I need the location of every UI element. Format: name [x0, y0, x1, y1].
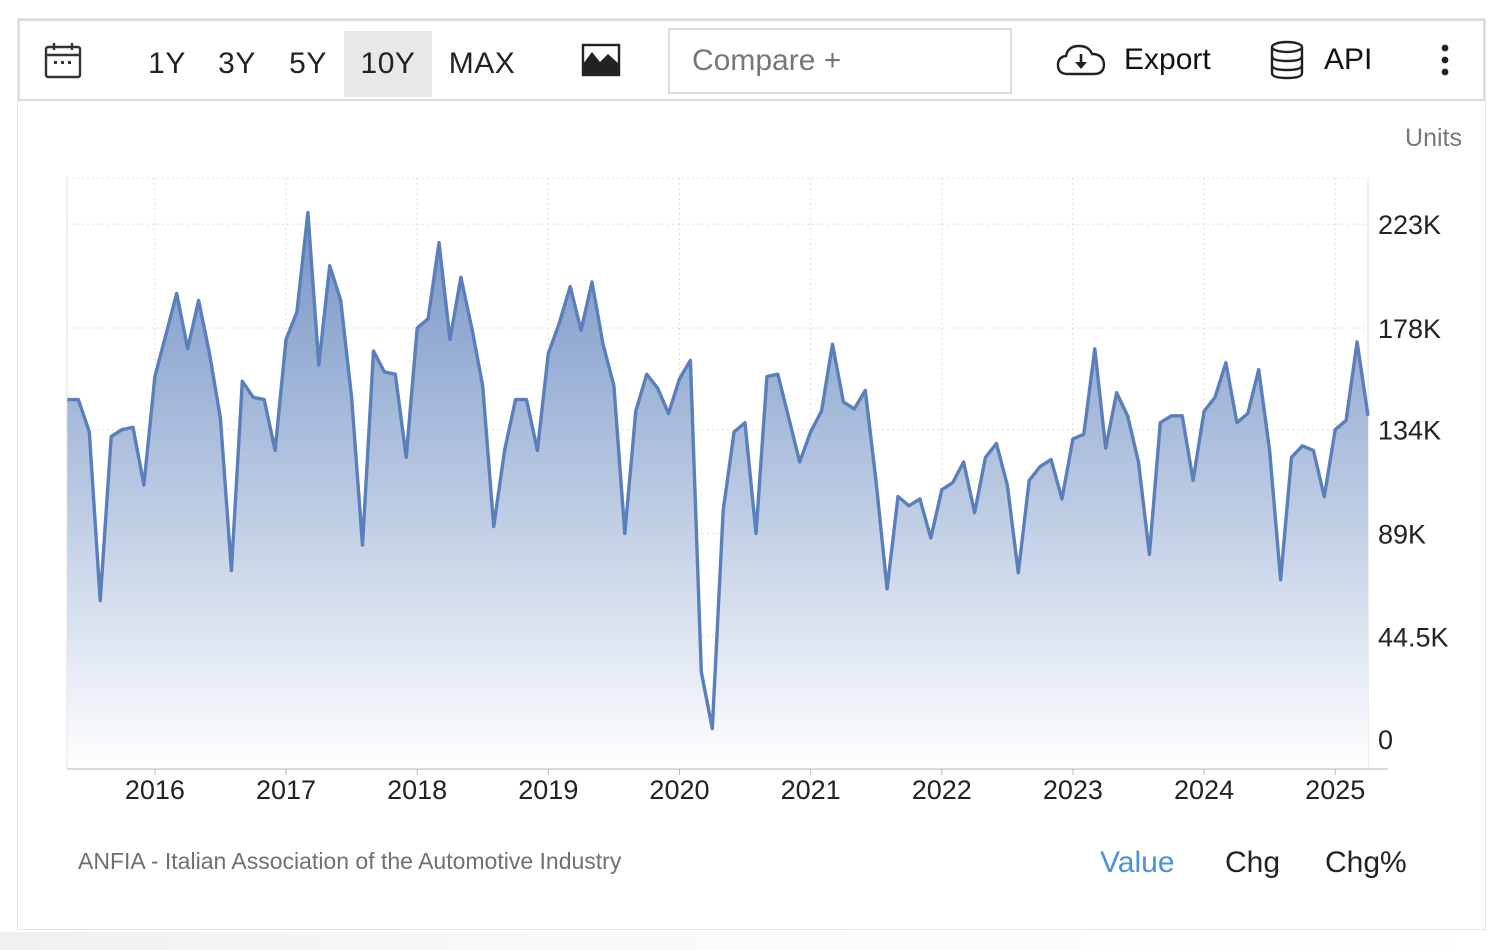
- tab-chg-percent[interactable]: Chg%: [1325, 846, 1407, 879]
- y-tick-label: 44.5K: [1378, 622, 1449, 652]
- tab-chg[interactable]: Chg: [1225, 846, 1281, 879]
- more-vertical-icon: [1441, 44, 1449, 76]
- area-chart-icon: [581, 43, 621, 77]
- x-tick-label: 2016: [125, 775, 185, 805]
- series-line[interactable]: [67, 210, 1370, 731]
- range-10y-button[interactable]: 10Y: [344, 31, 432, 97]
- x-tick-label: 2023: [1043, 775, 1103, 805]
- tab-value[interactable]: Value: [1100, 846, 1175, 879]
- y-tick-label: 223K: [1378, 210, 1441, 240]
- database-icon: [1270, 40, 1304, 80]
- y-tick-label: 0: [1378, 725, 1393, 755]
- y-tick-label: 134K: [1378, 416, 1441, 446]
- series-area: [67, 212, 1368, 770]
- export-button[interactable]: Export: [1056, 21, 1216, 99]
- x-tick-label: 2025: [1305, 775, 1365, 805]
- export-label: Export: [1124, 43, 1211, 76]
- range-1y-button[interactable]: 1Y: [148, 47, 186, 80]
- range-max-button[interactable]: MAX: [448, 47, 516, 80]
- y-tick-label: 89K: [1378, 520, 1426, 550]
- x-tick-label: 2021: [781, 775, 841, 805]
- data-source: ANFIA - Italian Association of the Autom…: [78, 848, 622, 874]
- units-label: Units: [1405, 124, 1462, 152]
- x-tick-label: 2024: [1174, 775, 1234, 805]
- compare-input[interactable]: Compare +: [668, 28, 1012, 94]
- api-label: API: [1324, 43, 1373, 76]
- api-button[interactable]: API: [1270, 21, 1380, 99]
- calendar-icon: [44, 43, 82, 79]
- cloud-download-icon: [1056, 44, 1106, 76]
- y-tick-label: 178K: [1378, 314, 1441, 344]
- x-tick-label: 2018: [387, 775, 447, 805]
- x-tick-label: 2017: [256, 775, 316, 805]
- chart-type-button[interactable]: [578, 21, 624, 99]
- chart-toolbar: 1Y 3Y 5Y 10Y MAX Compare + Export API: [18, 19, 1485, 101]
- page-edge: [0, 932, 1512, 950]
- range-3y-button[interactable]: 3Y: [218, 47, 256, 80]
- x-tick-label: 2020: [649, 775, 709, 805]
- x-tick-label: 2022: [912, 775, 972, 805]
- calendar-button[interactable]: [42, 21, 84, 99]
- more-options-button[interactable]: [1430, 21, 1460, 99]
- range-5y-button[interactable]: 5Y: [289, 47, 327, 80]
- x-tick-label: 2019: [518, 775, 578, 805]
